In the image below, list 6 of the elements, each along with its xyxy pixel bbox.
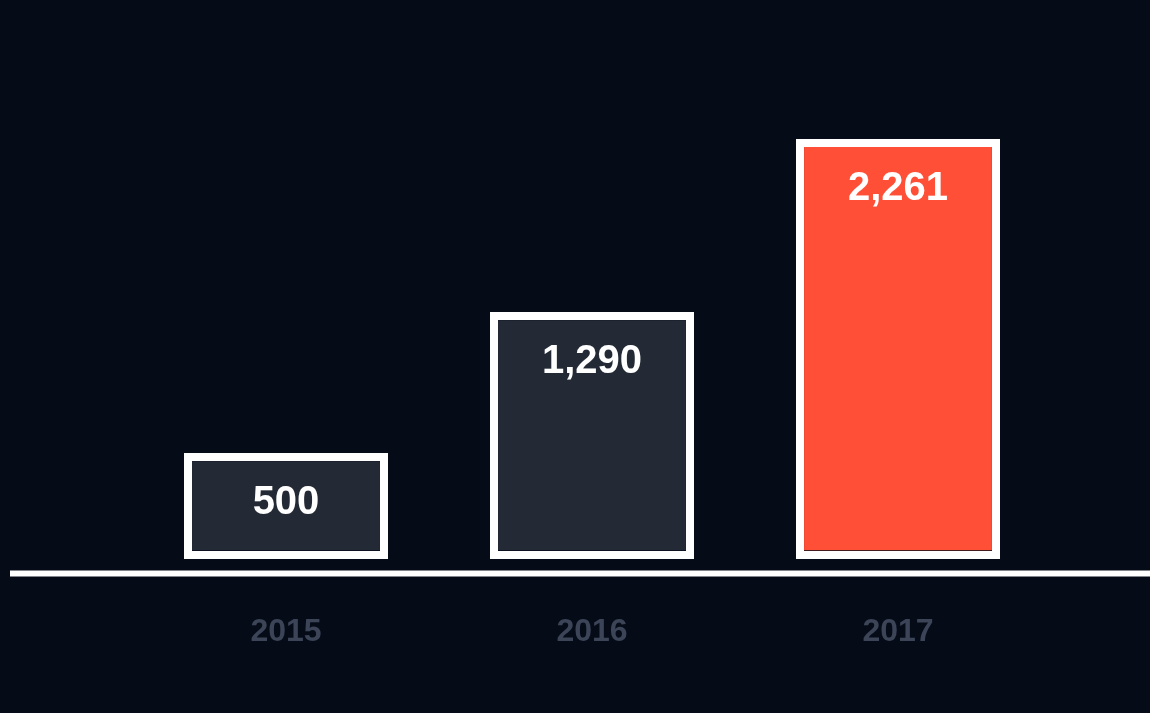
- x-tick-label: 2015: [250, 611, 322, 648]
- x-tick-label: 2017: [862, 611, 934, 648]
- x-tick-label: 2016: [556, 611, 628, 648]
- data-label: 1,290: [541, 337, 643, 382]
- data-label: 2,261: [847, 163, 949, 208]
- data-label: 500: [252, 478, 320, 523]
